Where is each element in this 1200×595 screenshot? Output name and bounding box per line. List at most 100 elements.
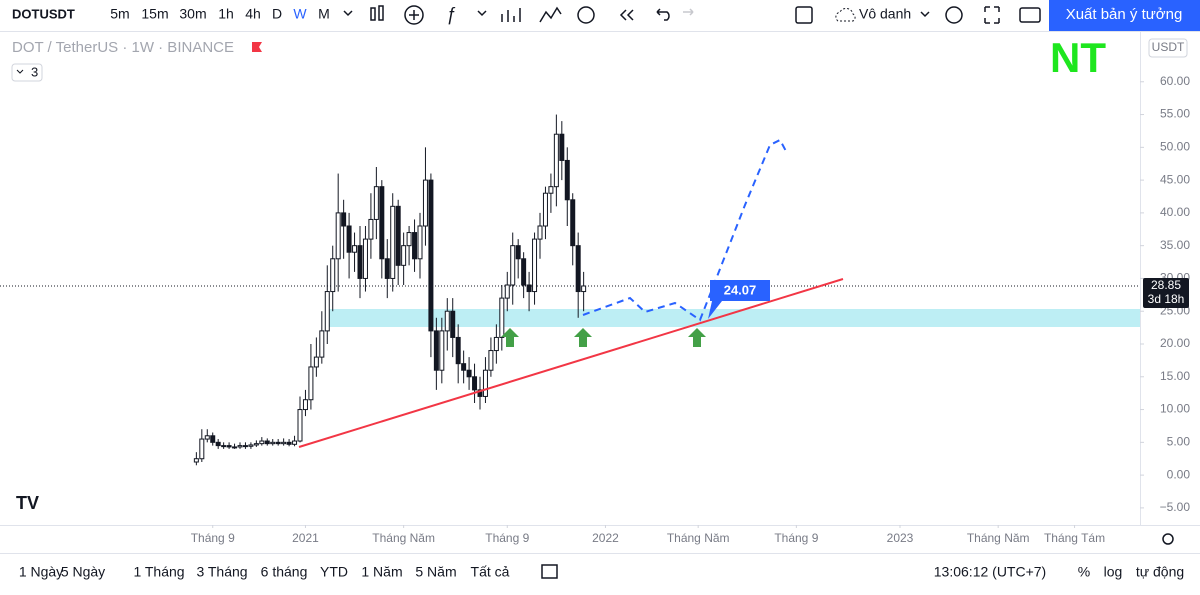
fullscreen-icon[interactable]	[984, 6, 1000, 24]
candle-body	[297, 409, 303, 442]
interval[interactable]: 5m	[110, 6, 129, 22]
publish-label[interactable]: Xuất bản ý tưởng	[1066, 6, 1183, 23]
cloud-icon	[835, 7, 856, 22]
support-zone	[328, 309, 1140, 327]
candle-body	[330, 258, 336, 293]
candles	[193, 114, 587, 466]
legend-toggle-chevron[interactable]	[16, 69, 24, 74]
symbol[interactable]: DOTUSDT	[12, 6, 75, 21]
candle-body	[412, 232, 418, 260]
axis-settings-icon[interactable]	[1162, 533, 1174, 545]
indicators-menu[interactable]	[477, 10, 487, 17]
interval[interactable]: 1h	[218, 6, 234, 22]
replay-icon[interactable]	[619, 9, 634, 21]
range-button[interactable]: 1 Năm	[361, 564, 402, 580]
layout-menu[interactable]	[920, 11, 930, 18]
candle-body	[242, 445, 248, 448]
fullscreen-check[interactable]	[795, 6, 813, 24]
chart-type-icon[interactable]	[370, 5, 384, 21]
candle-body	[466, 369, 472, 378]
y-tick-label: 50.00	[1160, 140, 1190, 154]
arrow-up	[574, 328, 592, 347]
alert-icon[interactable]	[577, 6, 595, 24]
range-button[interactable]: 3 Tháng	[196, 564, 247, 580]
candle-body	[390, 205, 396, 279]
candle-body	[450, 310, 456, 338]
currency[interactable]: USDT	[1152, 40, 1185, 54]
candle-body	[292, 440, 298, 445]
candle-body	[264, 440, 270, 445]
range-button[interactable]: YTD	[320, 564, 348, 580]
candle-body	[237, 445, 243, 448]
range-button[interactable]: 5 Năm	[415, 564, 456, 580]
candle-body	[286, 441, 292, 445]
candle-body	[341, 212, 347, 227]
interval[interactable]: D	[272, 6, 282, 22]
candle-body	[275, 441, 281, 445]
undo-icon[interactable]	[656, 8, 670, 21]
last-price-box	[1143, 278, 1189, 308]
interval[interactable]: 15m	[141, 6, 168, 22]
redo-icon[interactable]	[683, 8, 694, 16]
candle-body	[193, 458, 199, 463]
interval[interactable]: 30m	[179, 6, 206, 22]
candle-body	[401, 245, 407, 266]
countdown: 3d 18h	[1148, 292, 1185, 306]
date-range-icon[interactable]	[541, 564, 558, 579]
range-button[interactable]: 1 Tháng	[133, 564, 184, 580]
candle-body	[428, 179, 434, 332]
y-tick-label: 35.00	[1160, 238, 1190, 252]
candle-body	[248, 444, 254, 447]
interval-group: 5m 15m 30m 1h 4h D W M	[110, 6, 330, 22]
candle-body	[510, 245, 516, 286]
currency-box[interactable]	[1148, 38, 1188, 58]
x-tick-label: Tháng 9	[774, 531, 818, 545]
axes: −5.000.005.0010.0015.0020.0025.0030.0035…	[0, 74, 1190, 545]
range-button[interactable]: 1 Ngày	[19, 564, 63, 580]
interval[interactable]: W	[293, 6, 307, 22]
candle-body	[308, 366, 314, 401]
compare-icon[interactable]	[404, 5, 424, 25]
y-tick-label: 55.00	[1160, 107, 1190, 121]
logo[interactable]: TV	[16, 493, 39, 513]
settings-icon[interactable]	[945, 6, 963, 24]
candle-body	[548, 186, 554, 194]
interval[interactable]: 4h	[245, 6, 261, 22]
x-tick-label: Tháng 9	[191, 531, 235, 545]
arrow-up	[501, 328, 519, 347]
candle-body	[232, 446, 238, 449]
layout-name[interactable]: Vô danh	[859, 6, 911, 22]
candle-body	[384, 258, 390, 279]
candle-body	[564, 159, 570, 201]
candle-body	[253, 443, 259, 446]
candle-body	[461, 363, 467, 371]
legend-toggle-box[interactable]	[11, 63, 43, 82]
candle-body	[281, 441, 287, 445]
snapshot-icon[interactable]	[1019, 7, 1041, 23]
auto-toggle[interactable]: tự động	[1136, 564, 1184, 580]
interval[interactable]: M	[318, 6, 330, 22]
candle-body	[499, 297, 505, 338]
log-toggle[interactable]: log	[1104, 564, 1123, 580]
templates-icon[interactable]	[501, 8, 521, 22]
candle-body	[270, 441, 276, 445]
candle-body	[472, 376, 478, 391]
candle-body	[477, 389, 483, 397]
range-button[interactable]: 5 Ngày	[61, 564, 105, 580]
clock[interactable]: 13:06:12 (UTC+7)	[934, 564, 1046, 580]
range-button[interactable]: 6 tháng	[261, 564, 308, 580]
indicators-icon[interactable]: ƒ	[446, 4, 456, 24]
candle-body	[324, 291, 330, 332]
candle-body	[521, 258, 527, 286]
range-button[interactable]: Tất cả	[471, 564, 510, 580]
candle-body	[417, 225, 423, 260]
candle-body	[313, 356, 319, 368]
percent-toggle[interactable]: %	[1078, 564, 1090, 580]
interval-menu[interactable]	[343, 10, 353, 17]
trend-line	[298, 278, 844, 448]
legend-toggle-count[interactable]: 3	[31, 64, 38, 79]
alert-chart-icon[interactable]	[539, 6, 562, 23]
candle-body	[532, 238, 538, 293]
candle-body	[226, 445, 232, 448]
publish-button[interactable]	[1049, 0, 1200, 31]
